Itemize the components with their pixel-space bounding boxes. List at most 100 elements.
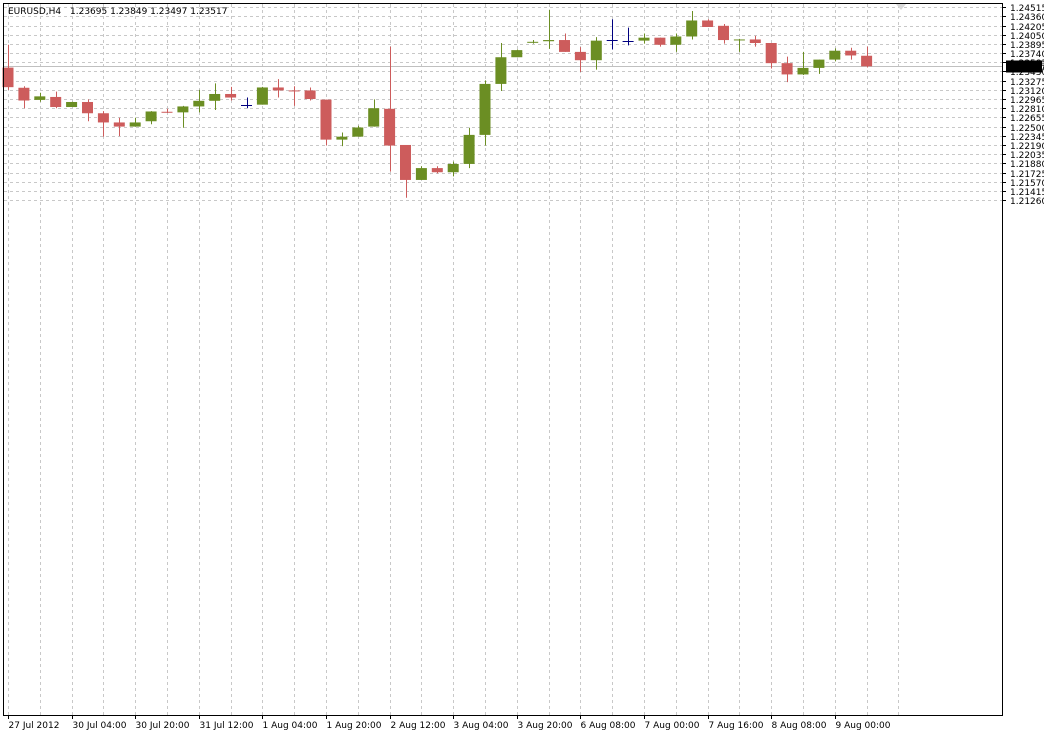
candle-body	[193, 100, 205, 107]
candle-body	[479, 83, 491, 135]
candle-body	[749, 39, 761, 44]
candle	[606, 19, 618, 50]
candle	[495, 43, 507, 92]
grid-layer	[4, 4, 1002, 715]
candle-body	[320, 99, 332, 140]
candle-body	[797, 67, 809, 75]
candle-body	[82, 101, 93, 114]
time-tick-label: 30 Jul 20:00	[136, 721, 190, 731]
candle-body	[431, 168, 443, 173]
candle-body	[670, 36, 682, 45]
candle	[113, 117, 125, 137]
candle	[400, 144, 411, 198]
candle	[574, 47, 586, 73]
price-tick-label: 1.22190	[1010, 142, 1044, 152]
price-tick-label: 1.22035	[1010, 151, 1044, 161]
candle	[447, 161, 459, 177]
candle-body	[272, 87, 284, 91]
shift-marker-icon[interactable]	[896, 4, 906, 10]
candle-body	[574, 51, 586, 61]
candle-body	[304, 90, 316, 100]
candle-body	[66, 101, 78, 108]
candle	[590, 37, 602, 70]
candle-body	[845, 50, 857, 56]
candle-body	[34, 96, 46, 100]
time-tick-label: 7 Aug 00:00	[645, 721, 700, 731]
candle-body	[702, 20, 714, 28]
candle-body	[113, 122, 125, 127]
ohlc-readout: 1.23695 1.23849 1.23497 1.23517	[70, 7, 227, 17]
price-tick-label: 1.22500	[1010, 124, 1044, 134]
candle	[82, 99, 93, 122]
candle-body	[463, 134, 475, 164]
candle-body	[288, 90, 300, 92]
candle	[368, 99, 380, 127]
candle-body	[161, 111, 173, 113]
price-tick-label: 1.22345	[1010, 133, 1044, 143]
candle-body	[209, 93, 221, 101]
time-axis: 27 Jul 2012 30 Jul 04:00 30 Jul 20:00 31 Ju…	[8, 715, 891, 731]
price-tick-label: 1.24515	[1010, 4, 1044, 14]
candle-body	[225, 93, 237, 98]
candle-body	[336, 136, 348, 140]
price-tick-label: 1.23430	[1010, 68, 1044, 78]
candle-body	[781, 63, 793, 75]
candle-body	[527, 41, 539, 43]
candle-body	[415, 168, 427, 180]
candle-body	[543, 40, 555, 42]
candle	[241, 97, 252, 109]
candle	[543, 9, 555, 49]
candle	[686, 10, 698, 40]
candle	[559, 33, 570, 52]
candle-body	[384, 108, 396, 146]
time-tick-label: 30 Jul 04:00	[73, 721, 127, 731]
candle	[463, 127, 475, 169]
candle	[733, 38, 745, 52]
candle	[304, 87, 316, 101]
candle	[670, 33, 682, 52]
candle-body	[590, 40, 602, 61]
candle	[797, 51, 809, 76]
time-tick-label: 2 Aug 12:00	[391, 721, 446, 731]
candle-body	[495, 57, 507, 84]
price-tick-label: 1.22965	[1010, 96, 1044, 106]
candle-body	[559, 40, 570, 52]
price-tick-label: 1.24205	[1010, 23, 1044, 33]
candle-body	[352, 127, 364, 137]
candle	[527, 40, 539, 44]
candle	[34, 92, 46, 102]
candle	[479, 80, 491, 146]
price-tick-label: 1.22655	[1010, 114, 1044, 124]
candle	[129, 117, 141, 127]
time-tick-label: 6 Aug 08:00	[581, 721, 636, 731]
candle-body	[861, 55, 873, 67]
candle	[415, 166, 427, 180]
price-tick-label: 1.23275	[1010, 78, 1044, 88]
candle-body	[511, 50, 523, 58]
time-tick-label: 7 Aug 16:00	[709, 721, 764, 731]
candle-body	[718, 25, 729, 41]
current-price-box: 1.23517	[1006, 60, 1044, 73]
time-tick-label: 3 Aug 20:00	[518, 721, 573, 731]
candle	[845, 47, 857, 60]
price-tick-label: 1.21570	[1010, 179, 1044, 189]
price-tick-label: 1.22810	[1010, 105, 1044, 115]
candle	[336, 132, 348, 147]
candle	[193, 89, 205, 113]
candle-body	[765, 43, 777, 64]
price-tick-label: 1.21415	[1010, 188, 1044, 198]
price-tick-label: 1.23120	[1010, 87, 1044, 97]
candle	[225, 86, 237, 101]
candle-body	[50, 96, 62, 108]
candle-body	[813, 59, 825, 68]
candle	[97, 111, 109, 137]
time-tick-label: 8 Aug 08:00	[772, 721, 827, 731]
current-price-box-bg	[1006, 60, 1042, 73]
price-axis: 1.245151.243601.242051.240501.238951.237…	[1002, 4, 1044, 207]
current-price-label: 1.23517	[1009, 63, 1044, 73]
price-tick-label: 1.23895	[1010, 41, 1044, 51]
candle-body	[145, 111, 157, 122]
price-tick-label: 1.24360	[1010, 13, 1044, 23]
candle	[352, 125, 364, 137]
candle	[161, 108, 173, 113]
